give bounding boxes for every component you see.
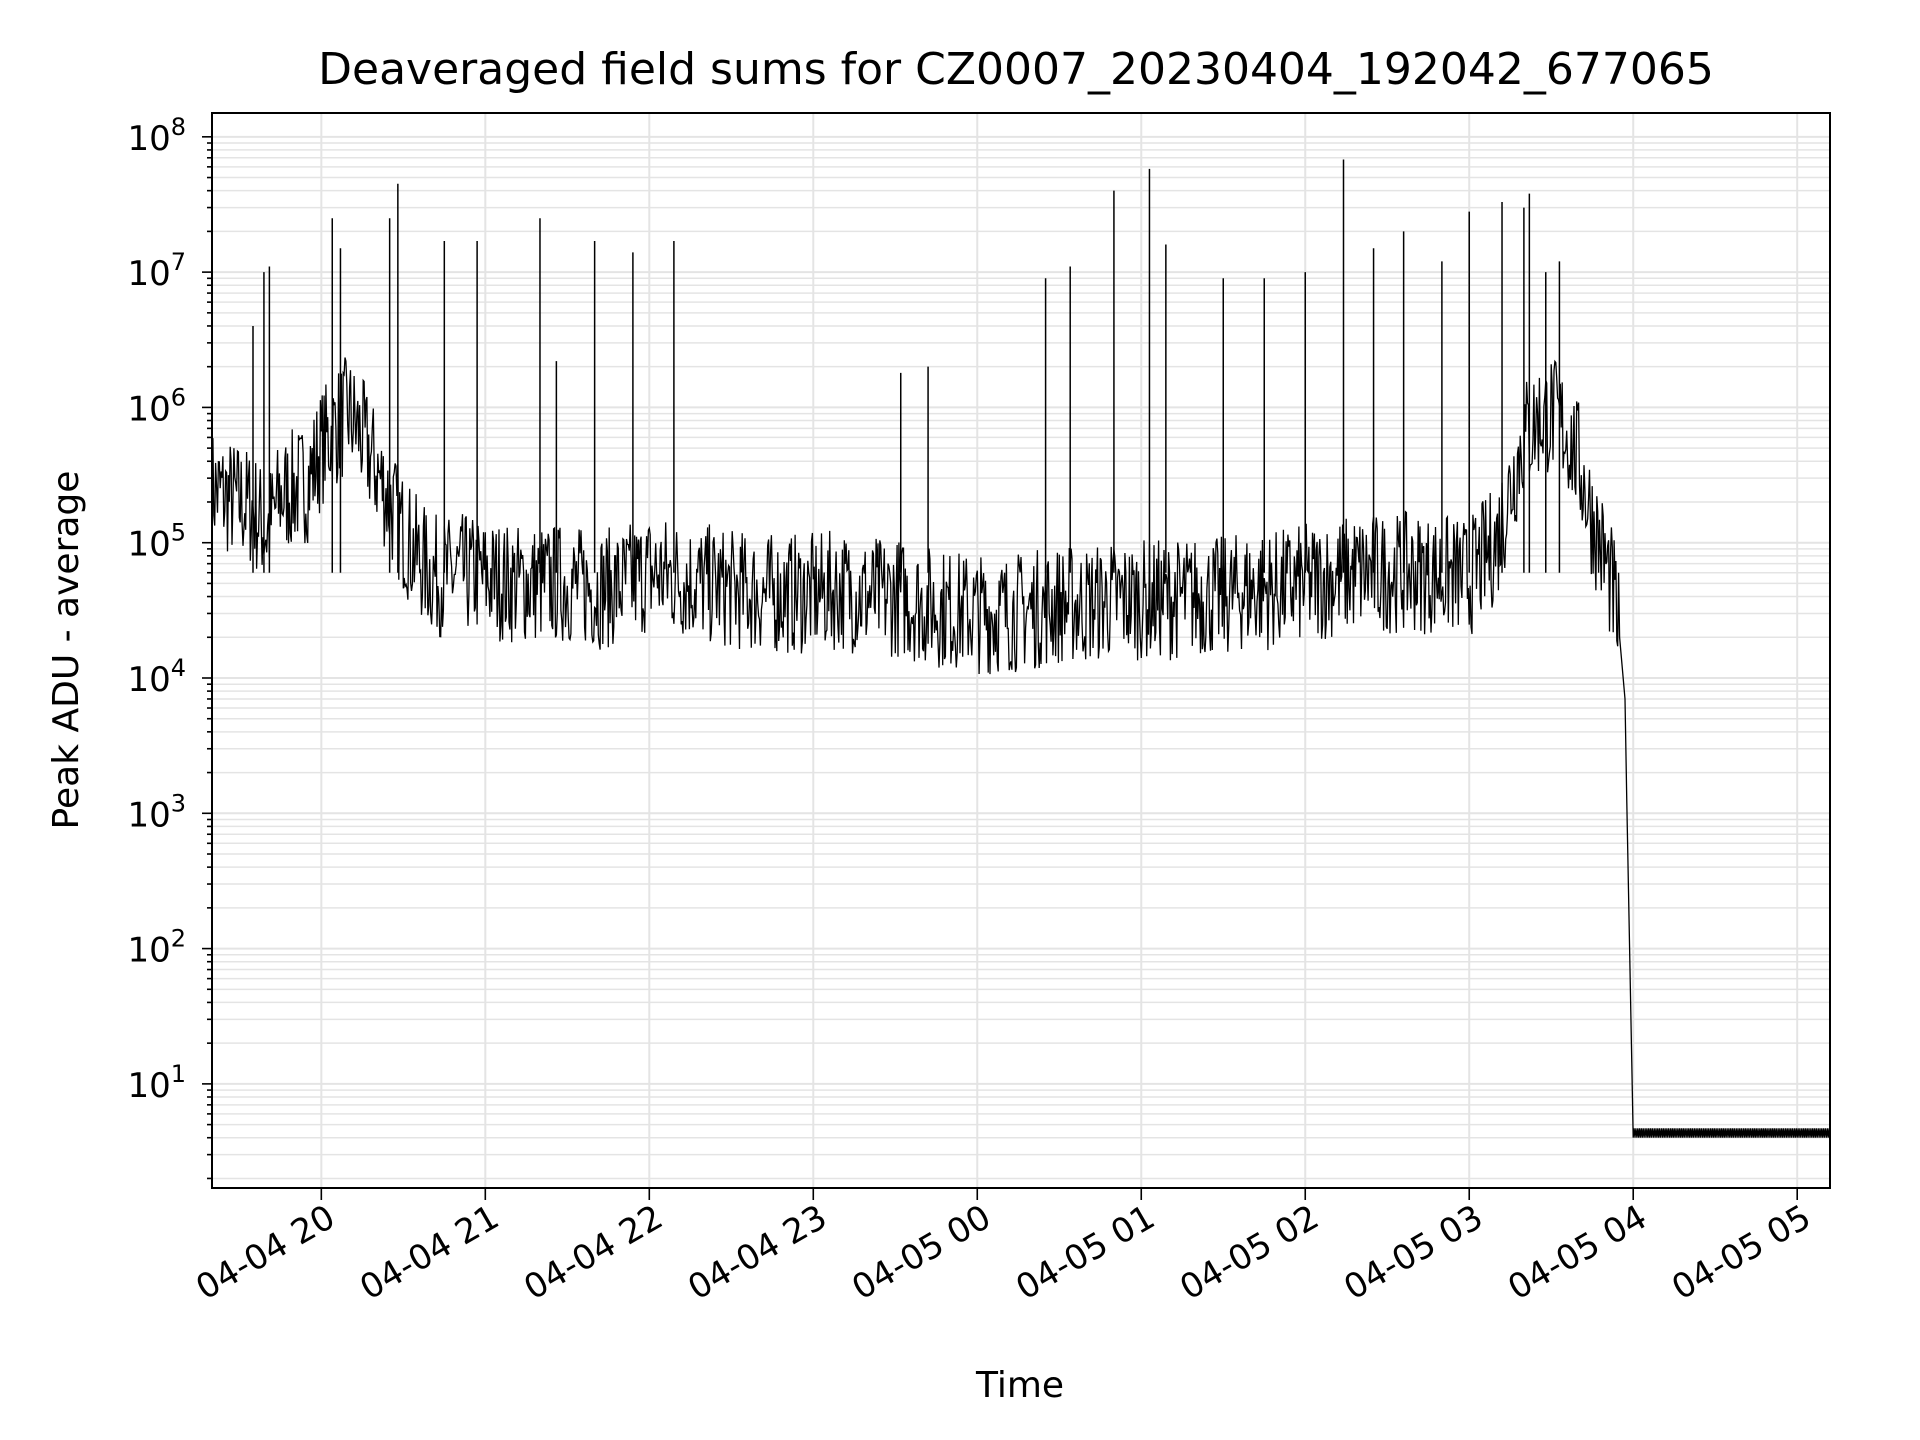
y-tick-label: 107 bbox=[127, 248, 186, 294]
y-tick-label: 105 bbox=[127, 519, 186, 565]
y-tick-label: 106 bbox=[127, 383, 186, 429]
y-tick-label: 104 bbox=[127, 654, 186, 700]
y-tick-label: 108 bbox=[127, 113, 186, 159]
grid bbox=[212, 113, 1830, 1188]
series-group bbox=[211, 159, 1831, 1138]
series-line-0 bbox=[211, 357, 1831, 1138]
x-axis-title: Time bbox=[975, 1365, 1064, 1406]
y-tick-label: 101 bbox=[127, 1060, 186, 1106]
y-axis-title: Peak ADU - average bbox=[46, 471, 87, 830]
plot-frame bbox=[211, 112, 1831, 1189]
y-tick-label: 102 bbox=[127, 925, 186, 971]
y-axis: 101 102 103 104 105 106 107 108 bbox=[127, 113, 212, 1180]
y-tick-label: 103 bbox=[127, 789, 186, 835]
chart-title: Deaveraged field sums for CZ0007_2023040… bbox=[318, 44, 1714, 95]
